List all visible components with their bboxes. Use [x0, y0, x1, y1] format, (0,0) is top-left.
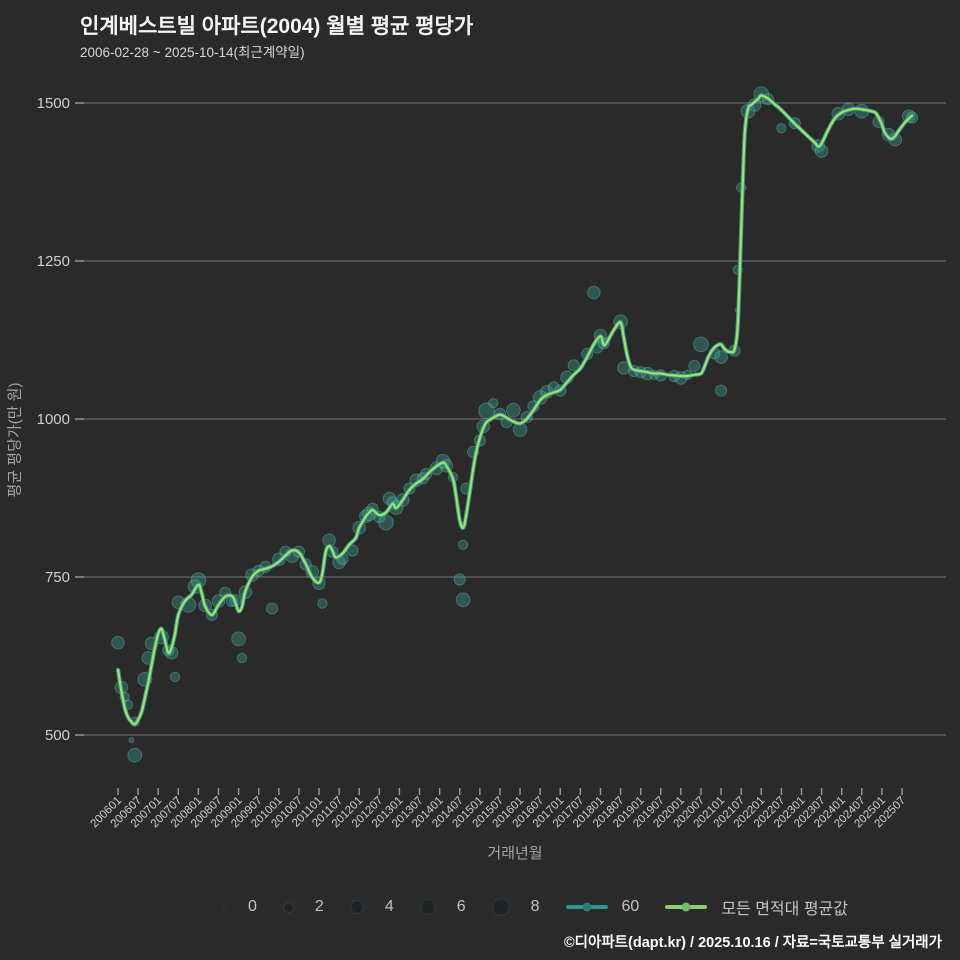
legend-size-0-label: 0	[248, 898, 257, 915]
legend-size-6: 6	[419, 898, 466, 916]
legend-series-avg: 모든 면적대 평균값	[665, 895, 848, 919]
legend-size-2: 2	[282, 898, 324, 916]
date-range-subtitle: 2006-02-28 ~ 2025-10-14(최근계약일)	[80, 45, 305, 60]
legend-size-4: 4	[349, 898, 394, 916]
y-axis-title: 평균 평당가(만 원)	[6, 382, 24, 498]
svg-text:750: 750	[45, 569, 70, 586]
green-dot-icon	[681, 902, 691, 912]
legend-size-6-label: 6	[456, 898, 466, 915]
legend-series-avg-label: 모든 면적대 평균값	[721, 901, 848, 918]
svg-text:1500: 1500	[37, 95, 70, 112]
legend-size-0: 0	[222, 898, 257, 916]
legend-size-8: 8	[491, 898, 540, 916]
size-dot-8-icon	[491, 898, 510, 916]
legend-size-4-label: 4	[384, 898, 394, 915]
x-axis-title: 거래년월	[487, 845, 543, 862]
teal-line-swatch-icon	[565, 902, 608, 912]
footer-credit: ©디아파트(dapt.kr) / 2025.10.16 / 자료=국토교통부 실…	[563, 935, 942, 951]
svg-text:1250: 1250	[37, 253, 70, 270]
legend-series-60-label: 60	[621, 898, 640, 915]
legend-size-8-label: 8	[530, 898, 540, 915]
page-title: 인계베스트빌 아파트(2004) 월별 평균 평당가	[80, 15, 474, 38]
legend-series-60: 60	[565, 898, 640, 916]
legend-size-2-label: 2	[314, 898, 324, 915]
size-dot-0-icon	[222, 904, 227, 910]
size-dot-2-icon	[282, 901, 294, 913]
size-dot-4-icon	[349, 900, 364, 914]
legend: 0 2 4 6 8 60 모든 면적대 평균값	[55, 893, 960, 921]
teal-dot-icon	[582, 902, 592, 912]
svg-text:1000: 1000	[37, 411, 70, 428]
svg-text:500: 500	[45, 727, 70, 744]
size-dot-6-icon	[419, 899, 436, 915]
green-line-swatch-icon	[665, 902, 708, 912]
chart-canvas: 5007501000125015002006012006072007012007…	[37, 86, 946, 830]
